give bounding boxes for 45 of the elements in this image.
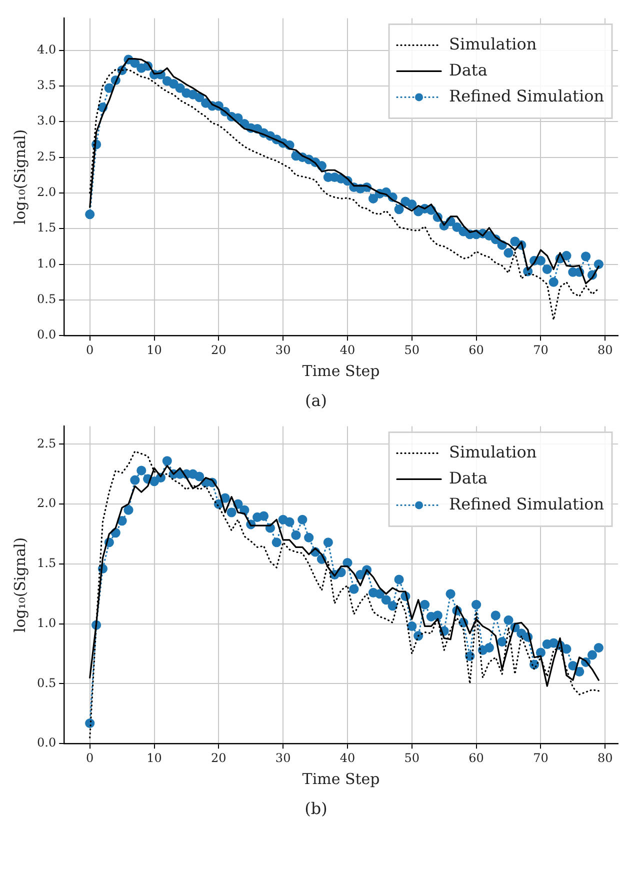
- y-tick-label: 2.5: [36, 149, 56, 164]
- y-tick-label: 2.0: [36, 185, 56, 200]
- y-tick-label: 0.0: [36, 736, 56, 750]
- legend-label: Data: [449, 468, 488, 488]
- legend-label: Simulation: [449, 34, 537, 54]
- y-axis-title: log₁₀(Signal): [10, 537, 29, 633]
- legend-label: Refined Simulation: [449, 86, 604, 106]
- x-tick-label: 50: [404, 750, 420, 765]
- y-tick-label: 2.0: [36, 496, 56, 510]
- x-tick-label: 50: [404, 342, 420, 357]
- y-tick-label: 0.5: [36, 292, 56, 306]
- x-tick-label: 0: [86, 750, 94, 765]
- y-tick-label: 3.0: [36, 114, 56, 128]
- x-tick-label: 80: [597, 342, 613, 357]
- x-tick-label: 40: [340, 342, 356, 357]
- x-axis-title: Time Step: [302, 362, 380, 380]
- y-tick-label: 0.0: [36, 328, 56, 342]
- legend-label: Data: [449, 60, 488, 80]
- legend-label: Simulation: [449, 442, 537, 462]
- y-axis-title: log₁₀(Signal): [10, 129, 29, 225]
- y-tick-label: 1.0: [36, 256, 56, 270]
- x-tick-label: 10: [146, 342, 162, 357]
- y-tick-label: 2.5: [36, 436, 56, 450]
- x-tick-label: 40: [340, 750, 356, 765]
- x-tick-label: 70: [533, 342, 548, 357]
- x-tick-label: 70: [533, 750, 548, 765]
- x-tick-label: 30: [275, 750, 291, 765]
- text: (a): [304, 391, 328, 410]
- x-axis-title: Time Step: [302, 770, 380, 788]
- x-tick-label: 20: [211, 342, 226, 357]
- y-tick-label: 1.0: [36, 616, 56, 630]
- y-tick-label: 0.5: [36, 676, 56, 690]
- y-tick-label: 3.5: [36, 78, 56, 92]
- legend-label: Refined Simulation: [449, 494, 604, 514]
- x-tick-label: 10: [146, 750, 162, 765]
- x-tick-label: 60: [468, 342, 484, 357]
- x-tick-label: 60: [468, 750, 484, 765]
- x-tick-label: 80: [597, 750, 613, 765]
- text: (b): [304, 799, 328, 818]
- x-tick-label: 20: [211, 750, 226, 765]
- y-tick-label: 1.5: [36, 556, 56, 570]
- x-tick-label: 0: [86, 342, 94, 357]
- y-tick-label: 4.0: [36, 42, 56, 56]
- y-tick-label: 1.5: [36, 220, 56, 235]
- x-tick-label: 30: [275, 342, 291, 357]
